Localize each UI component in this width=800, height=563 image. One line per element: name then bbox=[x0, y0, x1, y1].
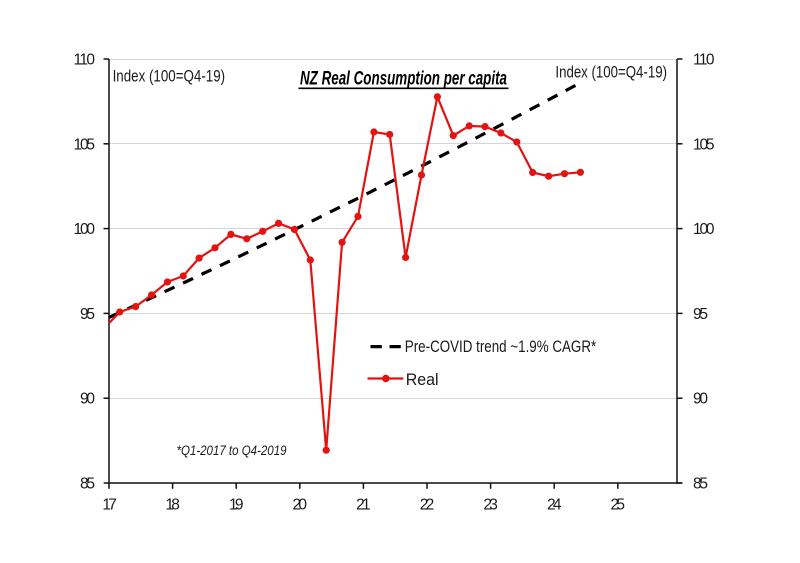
svg-text:85: 85 bbox=[80, 476, 95, 493]
svg-text:20: 20 bbox=[293, 497, 308, 514]
svg-text:Pre-COVID trend ~1.9% CAGR*: Pre-COVID trend ~1.9% CAGR* bbox=[405, 337, 597, 356]
svg-text:22: 22 bbox=[420, 497, 435, 514]
svg-text:NZ Real Consumption per capita: NZ Real Consumption per capita bbox=[300, 67, 507, 89]
svg-text:100: 100 bbox=[74, 221, 96, 238]
svg-text:105: 105 bbox=[74, 136, 96, 153]
svg-text:110: 110 bbox=[693, 52, 715, 69]
svg-text:110: 110 bbox=[74, 52, 96, 69]
svg-text:Index (100=Q4-19): Index (100=Q4-19) bbox=[113, 67, 226, 86]
svg-text:90: 90 bbox=[80, 391, 95, 408]
svg-text:24: 24 bbox=[547, 497, 562, 514]
svg-text:*Q1-2017 to Q4-2019: *Q1-2017 to Q4-2019 bbox=[177, 443, 287, 459]
svg-text:95: 95 bbox=[80, 306, 95, 323]
svg-text:95: 95 bbox=[693, 306, 708, 323]
svg-text:Real: Real bbox=[406, 370, 439, 389]
svg-text:Index (100=Q4-19): Index (100=Q4-19) bbox=[555, 63, 667, 82]
svg-text:17: 17 bbox=[102, 497, 117, 514]
svg-text:90: 90 bbox=[693, 391, 708, 408]
svg-text:25: 25 bbox=[611, 497, 626, 514]
svg-text:23: 23 bbox=[483, 497, 498, 514]
svg-text:85: 85 bbox=[693, 476, 708, 493]
svg-text:100: 100 bbox=[693, 221, 715, 238]
svg-text:21: 21 bbox=[356, 497, 371, 514]
svg-text:105: 105 bbox=[693, 136, 715, 153]
svg-text:19: 19 bbox=[229, 497, 244, 514]
svg-text:18: 18 bbox=[165, 497, 180, 514]
